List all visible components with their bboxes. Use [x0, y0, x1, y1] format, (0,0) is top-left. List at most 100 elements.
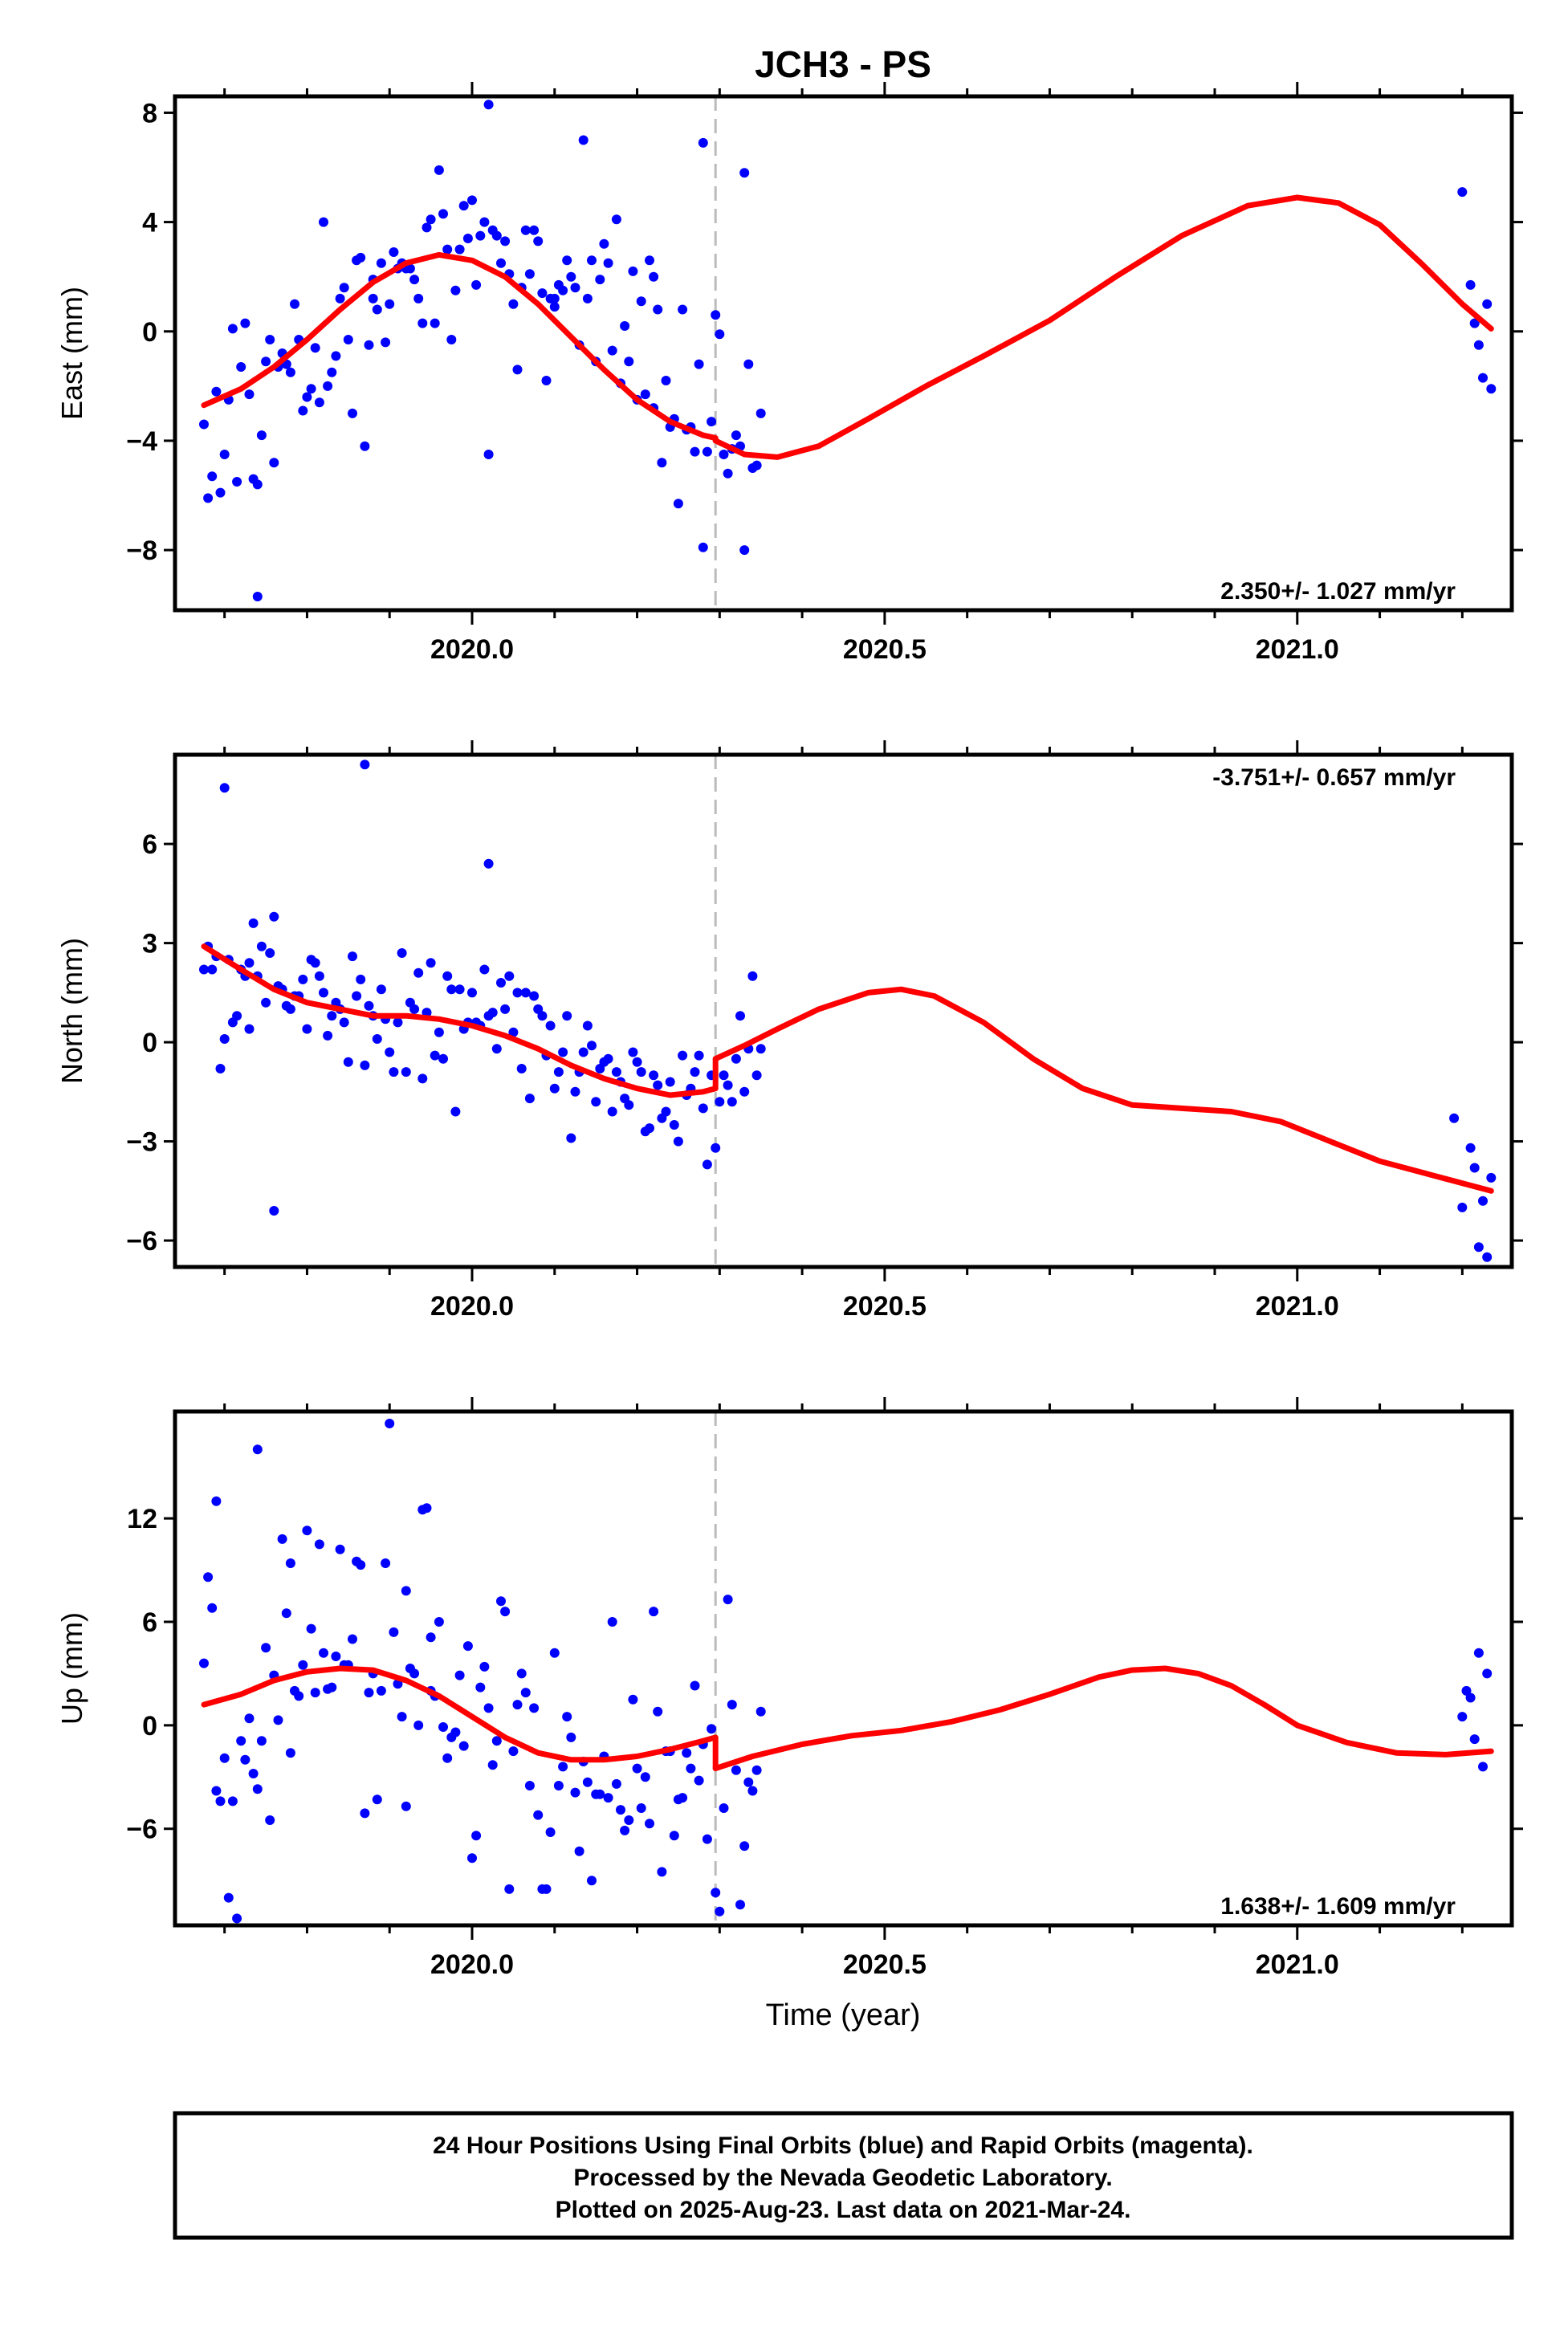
up-model-curve-2	[712, 1665, 1494, 1772]
up-data-point	[636, 1803, 646, 1813]
north-data-point	[323, 1030, 333, 1041]
up-data-point	[566, 1732, 576, 1742]
north-data-point	[549, 1083, 560, 1094]
up-data-point	[389, 1627, 399, 1637]
north-data-point	[215, 1064, 226, 1073]
north-data-point	[248, 918, 259, 928]
east-data-point	[454, 244, 465, 255]
east-data-point	[562, 255, 572, 266]
up-data-point	[273, 1715, 283, 1725]
north-rate-label: -3.751+/- 0.657 mm/yr	[1212, 764, 1456, 791]
east-data-point	[422, 222, 432, 233]
east-data-point	[719, 450, 729, 459]
east-data-point	[306, 384, 316, 394]
east-data-point	[434, 165, 444, 175]
north-data-point	[356, 974, 366, 984]
up-xtick-label: 2020.5	[843, 1949, 927, 1980]
up-data-point	[298, 1660, 308, 1670]
east-y-axis-label: East (mm)	[55, 287, 88, 420]
up-data-point	[632, 1763, 642, 1774]
east-data-point	[385, 299, 395, 309]
north-data-point	[595, 1064, 605, 1073]
north-data-point	[232, 1011, 242, 1021]
up-data-point	[319, 1648, 328, 1658]
east-data-point	[607, 345, 617, 356]
up-data-point	[314, 1539, 324, 1550]
up-data-point	[381, 1558, 391, 1568]
north-data-point	[694, 1050, 704, 1061]
north-data-point	[352, 991, 362, 1001]
east-data-point	[678, 304, 688, 315]
north-data-point	[690, 1067, 700, 1077]
east-data-point	[578, 135, 589, 145]
north-data-point	[582, 1020, 593, 1031]
east-data-point	[339, 283, 349, 293]
east-xtick-label: 2020.0	[430, 634, 514, 665]
east-data-point	[731, 430, 741, 441]
north-data-point	[487, 1008, 498, 1018]
east-data-point	[360, 441, 370, 451]
east-data-point	[483, 450, 494, 459]
north-data-point	[413, 967, 424, 978]
up-data-point	[285, 1558, 295, 1568]
east-model-curve-2	[712, 194, 1494, 460]
up-data-point	[265, 1815, 275, 1825]
east-data-point	[1486, 384, 1497, 394]
north-data-point	[364, 1000, 374, 1011]
east-data-point	[624, 356, 634, 367]
north-data-point	[467, 988, 477, 998]
up-data-point	[285, 1748, 295, 1758]
north-data-point	[360, 760, 370, 770]
east-data-point	[475, 230, 486, 241]
north-data-point	[319, 988, 328, 998]
east-data-point	[446, 335, 457, 344]
up-data-point	[574, 1846, 584, 1856]
east-rate-label: 2.350+/- 1.027 mm/yr	[1220, 578, 1456, 605]
east-data-point	[595, 275, 605, 285]
east-data-point	[1457, 187, 1468, 198]
east-data-point	[587, 255, 597, 266]
up-panel: −6 0 6 12 2020.0 2020.5 2021.0 Up (mm) 1.638+/- …	[55, 1397, 1523, 1980]
east-ytick-label: −4	[126, 426, 157, 457]
east-data-point	[1473, 340, 1484, 350]
north-data-point	[244, 958, 255, 968]
north-ytick-label: −6	[126, 1226, 157, 1257]
east-data-point	[409, 275, 420, 285]
east-data-point	[702, 446, 712, 457]
east-data-point	[599, 238, 609, 249]
up-data-point	[475, 1682, 486, 1693]
up-data-point	[1457, 1712, 1468, 1722]
north-data-point	[298, 974, 308, 984]
east-data-point	[327, 367, 337, 377]
up-data-point	[1482, 1668, 1493, 1679]
north-data-point	[339, 1017, 349, 1028]
east-data-point	[458, 201, 469, 211]
up-data-point	[702, 1834, 712, 1844]
east-data-point	[323, 381, 333, 391]
east-data-point	[348, 408, 357, 418]
north-panel: −6 −3 0 3 6 2020.0 2020.5 2021.0 North (mm) -3.75…	[55, 740, 1523, 1322]
east-xtick-label: 2020.5	[843, 634, 927, 665]
north-data-point	[199, 964, 209, 975]
east-data-point	[739, 545, 750, 556]
east-data-point	[611, 214, 621, 225]
up-data-point	[711, 1888, 721, 1898]
north-data-point	[698, 1103, 708, 1114]
east-data-point	[698, 542, 708, 552]
east-data-point	[256, 430, 267, 441]
up-data-point	[364, 1688, 374, 1698]
east-data-point	[483, 100, 494, 110]
east-data-point	[533, 236, 544, 246]
east-data-point	[1482, 299, 1493, 309]
north-data-point	[306, 955, 316, 965]
east-data-point	[1469, 318, 1480, 328]
up-data-point	[227, 1796, 238, 1807]
east-data-point	[240, 318, 250, 328]
north-data-point	[1457, 1202, 1468, 1212]
up-data-point	[1478, 1762, 1488, 1772]
up-data-point	[582, 1777, 593, 1787]
north-data-point	[715, 1097, 725, 1107]
east-data-point	[512, 365, 523, 375]
east-data-point	[314, 397, 324, 408]
up-data-point	[397, 1712, 407, 1722]
